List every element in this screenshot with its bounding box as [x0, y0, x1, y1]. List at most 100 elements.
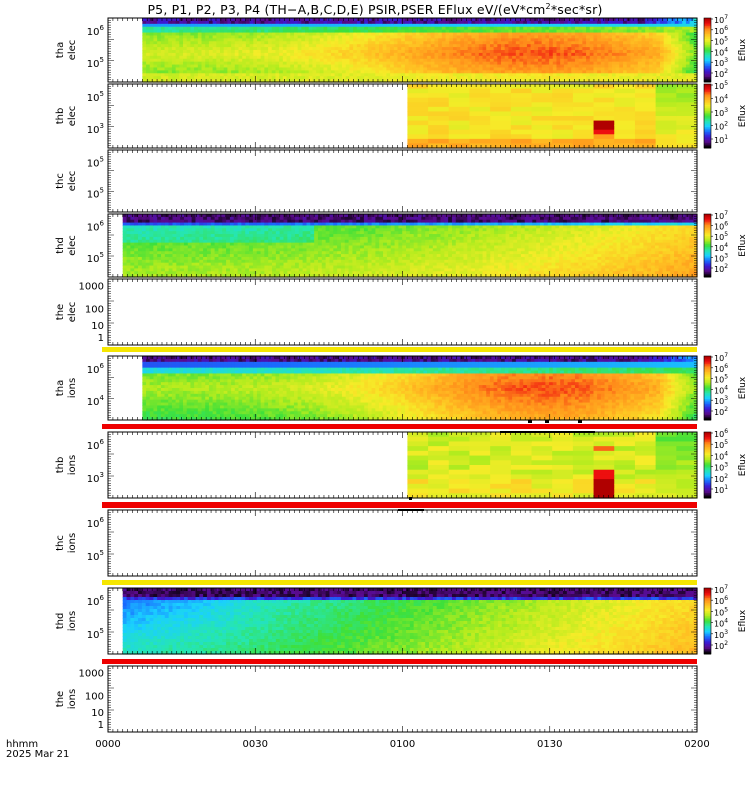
spectrogram-cell	[271, 38, 277, 42]
spectrogram-cell	[220, 20, 225, 25]
spectrogram-cell	[149, 20, 155, 25]
spectrogram-cell	[478, 64, 484, 69]
spectrogram-cell	[308, 29, 314, 34]
spectrogram-cell	[471, 44, 476, 48]
spectrogram-cell	[419, 50, 424, 54]
spectrogram-cell	[534, 64, 539, 69]
spectrogram-cell	[149, 73, 155, 77]
spectrogram-cell	[319, 58, 325, 63]
spectrogram-cell	[231, 70, 236, 74]
spectrogram-cell	[501, 47, 506, 51]
spectrogram-cell	[523, 52, 528, 57]
spectrogram-cell	[157, 47, 162, 51]
spectrogram-cell	[471, 26, 476, 31]
spectrogram-cell	[190, 50, 195, 54]
spectrogram-cell	[234, 47, 240, 51]
spectrogram-cell	[367, 52, 373, 57]
spectrogram-cell	[301, 76, 306, 80]
spectrogram-cell	[190, 29, 195, 34]
spectrogram-cell	[367, 79, 373, 83]
spectrogram-cell	[253, 32, 258, 37]
spectrogram-cell	[445, 20, 450, 25]
spectrogram-cell	[469, 120, 491, 126]
spectrogram-cell	[179, 58, 184, 63]
spectrogram-cell	[486, 32, 491, 37]
spectrogram-cell	[471, 38, 476, 42]
spectrogram-cell	[293, 58, 299, 63]
spectrogram-cell	[519, 29, 524, 34]
spectrogram-cell	[249, 29, 254, 34]
spectrogram-cell	[264, 58, 269, 63]
spectrogram-cell	[194, 52, 199, 57]
spectrogram-cell	[345, 18, 351, 22]
spectrogram-cell	[523, 76, 528, 80]
spectrogram-cell	[445, 44, 450, 48]
spectrogram-cell	[164, 58, 169, 63]
spectrogram-cell	[183, 76, 188, 80]
spectrogram-cell	[530, 50, 535, 54]
spectrogram-cell	[330, 32, 336, 37]
spectrogram-cell	[234, 64, 240, 69]
spectrogram-cell	[445, 55, 450, 60]
spectrogram-cell	[249, 73, 254, 77]
spectrogram-cell	[301, 58, 306, 63]
spectrogram-cell	[256, 29, 262, 34]
spectrogram-cell	[512, 67, 517, 71]
spectrogram-cell	[530, 20, 535, 25]
spectrogram-cell	[231, 20, 236, 25]
spectrogram-cell	[220, 44, 225, 48]
spectrogram-cell	[171, 50, 177, 54]
spectrogram-cell	[356, 29, 362, 34]
spectrogram-cell	[342, 58, 347, 63]
spectrogram-cell	[220, 23, 225, 28]
spectrogram-cell	[449, 70, 454, 74]
spectrogram-cell	[327, 44, 332, 48]
spectrogram-cell	[375, 38, 380, 42]
spectrogram-cell	[146, 18, 151, 22]
spectrogram-cell	[349, 79, 354, 83]
spectrogram-cell	[526, 38, 532, 42]
spectrogram-cell	[186, 76, 192, 80]
spectrogram-cell	[469, 102, 491, 108]
spectrogram-cell	[530, 32, 535, 37]
spectrogram-cell	[386, 67, 391, 71]
spectrogram-cell	[614, 116, 636, 122]
spectrogram-cell	[379, 52, 384, 57]
spectrogram-cell	[526, 26, 532, 31]
spectrogram-cell	[408, 55, 413, 60]
spectrogram-cell	[614, 97, 636, 103]
spectrogram-cell	[345, 79, 351, 83]
spectrogram-cell	[515, 47, 521, 51]
spectrogram-cell	[614, 129, 636, 135]
spectrogram-cell	[146, 20, 151, 25]
spectrogram-cell	[253, 35, 258, 39]
spectrogram-cell	[220, 55, 225, 60]
spectrogram-cell	[434, 70, 439, 74]
spectrogram-cell	[231, 23, 236, 28]
spectrogram-cell	[345, 35, 351, 39]
spectrogram-cell	[379, 61, 384, 66]
spectrogram-cell	[515, 50, 521, 54]
spectrogram-cell	[227, 47, 232, 51]
spectrogram-cell	[382, 67, 387, 71]
spectrogram-cell	[349, 47, 354, 51]
spectrogram-cell	[238, 41, 243, 45]
spectrogram-cell	[168, 64, 173, 69]
spectrogram-cell	[212, 50, 217, 54]
spectrogram-cell	[519, 35, 524, 39]
spectrogram-cell	[197, 52, 203, 57]
spectrogram-cell	[497, 64, 502, 69]
spectrogram-cell	[142, 35, 147, 39]
spectrogram-cell	[449, 50, 454, 54]
spectrogram-cell	[282, 61, 288, 66]
spectrogram-cell	[356, 35, 362, 39]
spectrogram-cell	[164, 29, 169, 34]
spectrogram-cell	[475, 55, 480, 60]
spectrogram-cell	[183, 52, 188, 57]
spectrogram-cell	[475, 50, 480, 54]
spectrogram-cell	[415, 79, 421, 83]
spectrogram-cell	[401, 50, 406, 54]
spectrogram-cell	[407, 84, 429, 90]
spectrogram-cell	[160, 29, 166, 34]
spectrogram-cell	[345, 44, 351, 48]
